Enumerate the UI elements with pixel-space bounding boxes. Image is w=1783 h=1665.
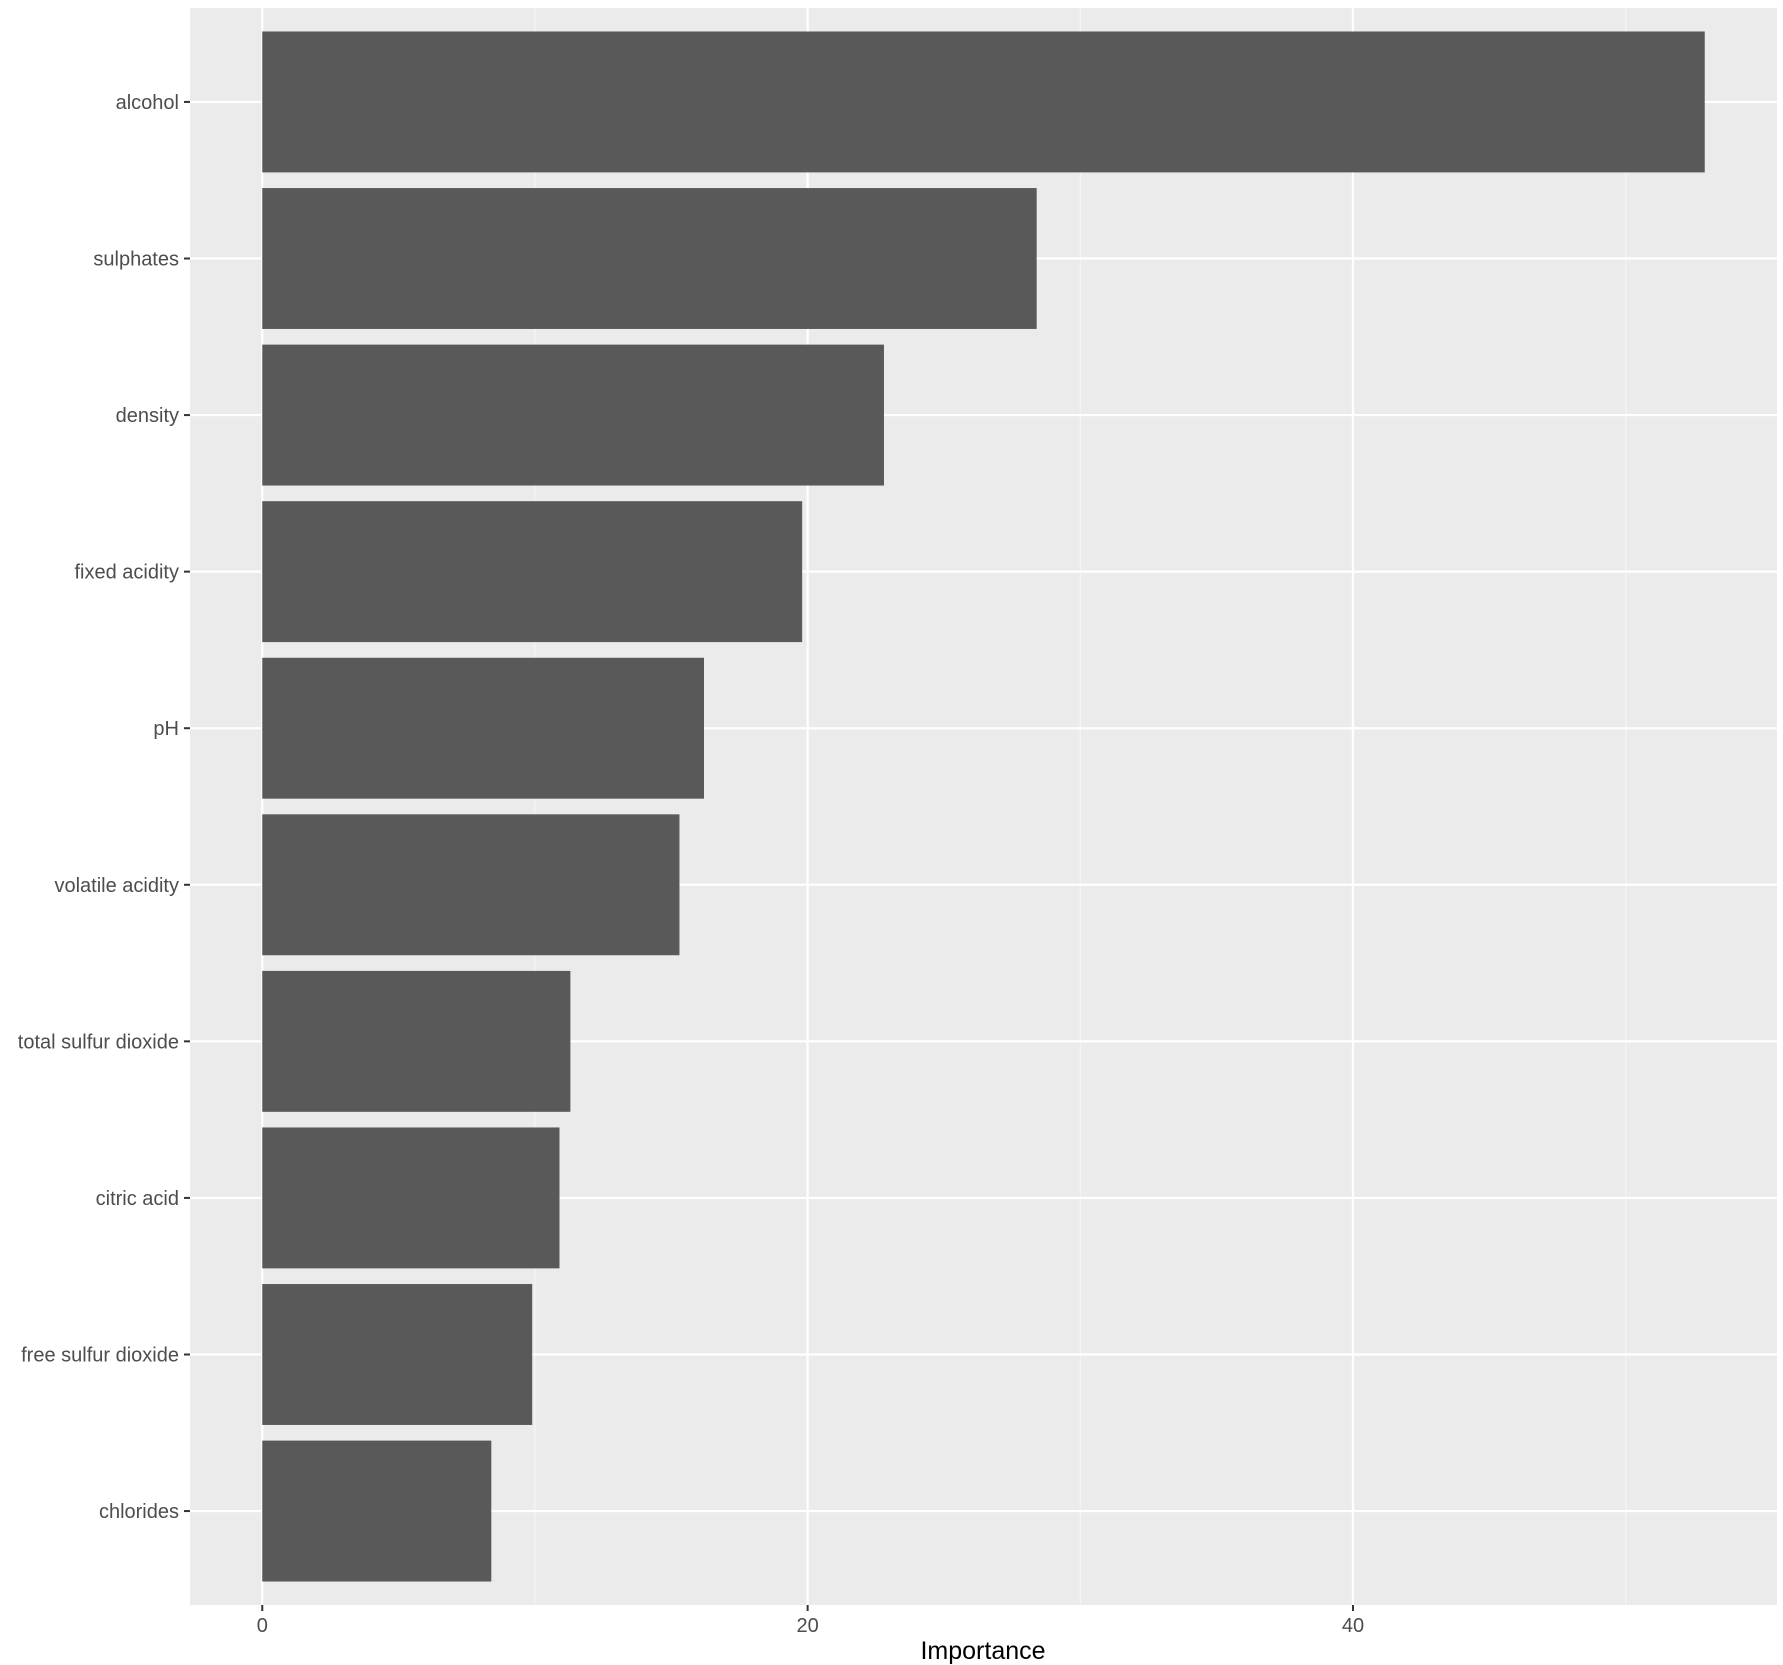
x-tick-label: 40: [1342, 1615, 1364, 1637]
bars: [262, 31, 1705, 1582]
x-tick-label: 0: [257, 1615, 268, 1637]
bar-chlorides: [262, 1440, 492, 1582]
bar-sulphates: [262, 188, 1037, 329]
x-tick-label: 20: [796, 1615, 818, 1637]
bar-citric-acid: [262, 1127, 560, 1269]
y-tick-label: volatile acidity: [54, 875, 179, 897]
y-tick-label: total sulfur dioxide: [18, 1031, 179, 1053]
bar-total-sulfur-dioxide: [262, 970, 571, 1112]
x-axis-title: Importance: [920, 1637, 1045, 1665]
y-tick-label: fixed acidity: [75, 562, 180, 584]
y-tick-label: pH: [153, 718, 179, 740]
bar-volatile-acidity: [262, 814, 680, 956]
bar-ph: [262, 657, 705, 799]
bar-fixed-acidity: [262, 501, 803, 643]
y-tick-label: alcohol: [116, 92, 179, 114]
bar-alcohol: [262, 31, 1705, 173]
y-tick-label: free sulfur dioxide: [21, 1344, 179, 1366]
y-tick-label: sulphates: [93, 249, 179, 271]
y-axis: alcohol sulphates density fixed acidity pH vo…: [18, 92, 190, 1523]
y-tick-label: chlorides: [99, 1501, 179, 1523]
bar-free-sulfur-dioxide: [262, 1284, 533, 1425]
y-tick-label: density: [116, 405, 179, 427]
bar-density: [262, 344, 884, 486]
x-axis: 0 20 40: [257, 1605, 1364, 1637]
y-tick-label: citric acid: [96, 1188, 179, 1210]
